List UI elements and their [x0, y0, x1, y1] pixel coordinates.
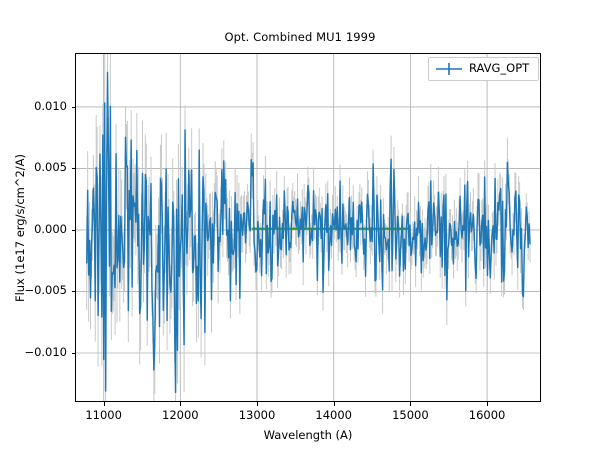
- x-tick-mark: [487, 402, 489, 406]
- y-tick-label: −0.010: [24, 345, 67, 359]
- y-tick-mark: [71, 168, 75, 170]
- y-tick-mark: [71, 291, 75, 293]
- x-tick-mark: [180, 402, 182, 406]
- x-tick-label: 11000: [85, 408, 122, 422]
- series-ravg-opt: [86, 71, 531, 394]
- page-title: Opt. Combined MU1 1999: [224, 30, 376, 44]
- x-tick-label: 16000: [468, 408, 506, 422]
- x-tick-label: 12000: [162, 408, 199, 422]
- x-tick-mark: [256, 402, 258, 406]
- x-tick-mark: [103, 402, 105, 406]
- plot-axes: [75, 53, 541, 402]
- y-tick-label: 0.010: [34, 98, 67, 113]
- y-tick-mark: [71, 229, 75, 231]
- y-tick-mark: [71, 353, 75, 354]
- legend-errorbar-icon: [436, 63, 462, 75]
- x-tick-label: 14000: [315, 408, 352, 422]
- y-tick-label: 0.000: [34, 221, 67, 236]
- x-tick-label: 15000: [392, 408, 429, 422]
- y-tick-label: −0.005: [24, 283, 67, 298]
- chart-legend[interactable]: RAVG_OPT: [428, 57, 540, 81]
- x-tick-mark: [410, 402, 412, 406]
- x-tick-mark: [333, 402, 335, 406]
- y-tick-label: 0.005: [34, 160, 67, 175]
- spectrum-plot-svg: [76, 54, 540, 401]
- x-axis-label: Wavelength (A): [263, 428, 353, 442]
- legend-label-ravg-opt: RAVG_OPT: [469, 61, 530, 76]
- y-tick-mark: [71, 106, 75, 108]
- x-tick-label: 13000: [238, 408, 276, 422]
